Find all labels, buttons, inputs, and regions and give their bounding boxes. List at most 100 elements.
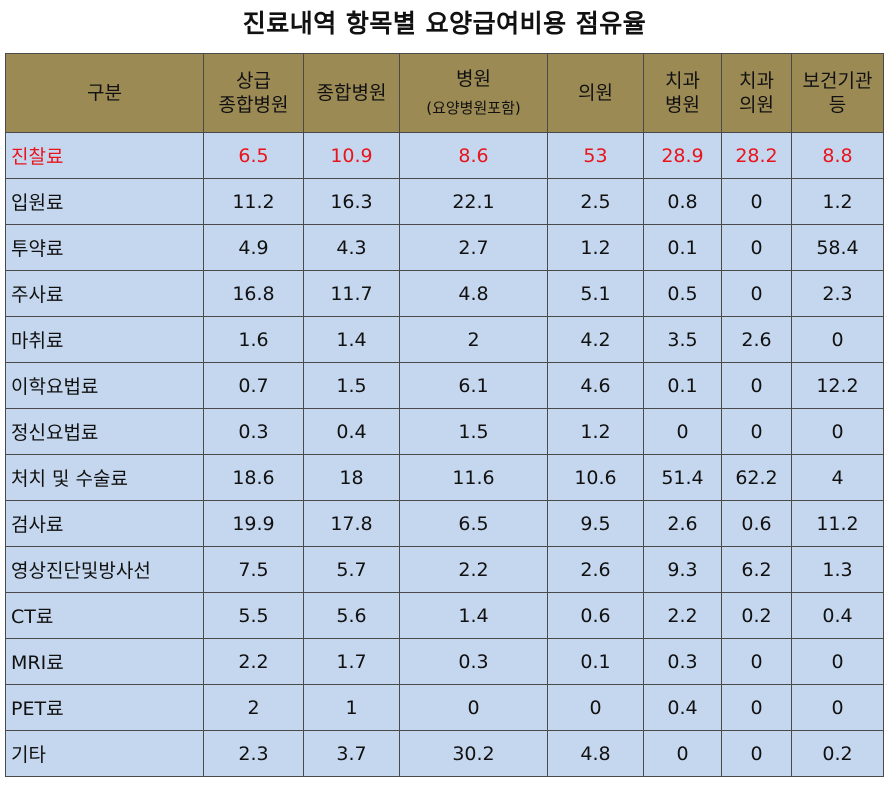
table-row: 처치 및 수술료 18.6 18 11.6 10.6 51.4 62.2 4	[5, 454, 884, 501]
value-cell: 1.2	[547, 408, 644, 455]
value-cell: 16.3	[303, 178, 400, 225]
header-dental-hospital: 치과 병원	[643, 53, 722, 133]
share-table: 구분 상급 종합병원 종합병원 병원 (요양병원포함) 의원 치과 병원 치과	[5, 53, 884, 777]
row-label: PET료	[5, 684, 204, 731]
value-cell: 11.6	[399, 454, 548, 501]
header-dental-hospital-line2: 병원	[665, 94, 700, 116]
table-body: 진찰료 6.5 10.9 8.6 53 28.9 28.2 8.8 입원료 11.2 16.3 22.…	[5, 132, 884, 777]
header-hospital: 병원 (요양병원포함)	[399, 53, 548, 133]
value-cell: 4	[791, 454, 884, 501]
header-public-health: 보건기관 등	[791, 53, 884, 133]
value-cell: 4.8	[399, 270, 548, 317]
table-row: 진찰료 6.5 10.9 8.6 53 28.9 28.2 8.8	[5, 132, 884, 179]
value-cell: 9.3	[643, 546, 722, 593]
table-row: 영상진단및방사선 7.5 5.7 2.2 2.6 9.3 6.2 1.3	[5, 546, 884, 593]
value-cell: 0	[721, 362, 792, 409]
value-cell: 62.2	[721, 454, 792, 501]
value-cell: 0	[721, 224, 792, 271]
value-cell: 0.6	[547, 592, 644, 639]
table-row: 이학요법료 0.7 1.5 6.1 4.6 0.1 0 12.2	[5, 362, 884, 409]
value-cell: 0	[643, 730, 722, 777]
value-cell: 0.3	[399, 638, 548, 685]
header-dental-clinic-line2: 의원	[739, 94, 774, 116]
header-public-health-line1: 보건기관	[802, 70, 873, 92]
row-label: 정신요법료	[5, 408, 204, 455]
table-row: MRI료 2.2 1.7 0.3 0.1 0.3 0 0	[5, 638, 884, 685]
row-label: 진찰료	[5, 132, 204, 179]
value-cell: 0	[791, 684, 884, 731]
value-cell: 0.5	[643, 270, 722, 317]
header-hospital-label: 병원	[456, 68, 491, 90]
value-cell: 1.7	[303, 638, 400, 685]
value-cell: 0.4	[643, 684, 722, 731]
header-public-health-line2: 등	[828, 94, 847, 116]
header-general-hospital: 종합병원	[303, 53, 400, 133]
table-row: PET료 2 1 0 0 0.4 0 0	[5, 684, 884, 731]
header-tertiary-hospital-line2: 종합병원	[218, 94, 289, 116]
value-cell: 6.2	[721, 546, 792, 593]
value-cell: 3.7	[303, 730, 400, 777]
value-cell: 7.5	[203, 546, 304, 593]
value-cell: 8.6	[399, 132, 548, 179]
row-label: CT료	[5, 592, 204, 639]
value-cell: 0	[643, 408, 722, 455]
value-cell: 5.1	[547, 270, 644, 317]
value-cell: 1.4	[399, 592, 548, 639]
row-label: 입원료	[5, 178, 204, 225]
header-dental-clinic-line1: 치과	[739, 70, 774, 92]
value-cell: 4.6	[547, 362, 644, 409]
value-cell: 22.1	[399, 178, 548, 225]
value-cell: 6.1	[399, 362, 548, 409]
table-row: 주사료 16.8 11.7 4.8 5.1 0.5 0 2.3	[5, 270, 884, 317]
value-cell: 28.2	[721, 132, 792, 179]
value-cell: 2.6	[547, 546, 644, 593]
table-row: 기타 2.3 3.7 30.2 4.8 0 0 0.2	[5, 730, 884, 777]
row-label: 투약료	[5, 224, 204, 271]
value-cell: 10.9	[303, 132, 400, 179]
header-category-label: 구분	[87, 82, 122, 104]
value-cell: 18	[303, 454, 400, 501]
value-cell: 17.8	[303, 500, 400, 547]
value-cell: 9.5	[547, 500, 644, 547]
value-cell: 0.1	[643, 224, 722, 271]
table-row: 입원료 11.2 16.3 22.1 2.5 0.8 0 1.2	[5, 178, 884, 225]
value-cell: 0.6	[721, 500, 792, 547]
value-cell: 53	[547, 132, 644, 179]
header-tertiary-hospital: 상급 종합병원	[203, 53, 304, 133]
value-cell: 0	[721, 730, 792, 777]
header-general-hospital-label: 종합병원	[316, 82, 387, 104]
value-cell: 0	[721, 638, 792, 685]
value-cell: 58.4	[791, 224, 884, 271]
value-cell: 0	[791, 408, 884, 455]
value-cell: 2.3	[203, 730, 304, 777]
value-cell: 4.3	[303, 224, 400, 271]
value-cell: 4.9	[203, 224, 304, 271]
value-cell: 0	[721, 684, 792, 731]
value-cell: 3.5	[643, 316, 722, 363]
value-cell: 2	[399, 316, 548, 363]
value-cell: 4.2	[547, 316, 644, 363]
value-cell: 28.9	[643, 132, 722, 179]
value-cell: 0.8	[643, 178, 722, 225]
value-cell: 0	[791, 316, 884, 363]
value-cell: 0.1	[547, 638, 644, 685]
value-cell: 5.5	[203, 592, 304, 639]
value-cell: 2.7	[399, 224, 548, 271]
chart-title: 진료내역 항목별 요양급여비용 점유율	[242, 9, 647, 38]
value-cell: 0.3	[643, 638, 722, 685]
header-hospital-subtitle: (요양병원포함)	[426, 99, 521, 117]
table-row: 검사료 19.9 17.8 6.5 9.5 2.6 0.6 11.2	[5, 500, 884, 547]
value-cell: 12.2	[791, 362, 884, 409]
value-cell: 6.5	[399, 500, 548, 547]
value-cell: 1.5	[399, 408, 548, 455]
value-cell: 5.7	[303, 546, 400, 593]
table-row: 정신요법료 0.3 0.4 1.5 1.2 0 0 0	[5, 408, 884, 455]
value-cell: 0	[791, 638, 884, 685]
value-cell: 30.2	[399, 730, 548, 777]
value-cell: 1	[303, 684, 400, 731]
value-cell: 0	[721, 270, 792, 317]
value-cell: 2.3	[791, 270, 884, 317]
value-cell: 2.2	[203, 638, 304, 685]
value-cell: 2.6	[643, 500, 722, 547]
row-label: 이학요법료	[5, 362, 204, 409]
